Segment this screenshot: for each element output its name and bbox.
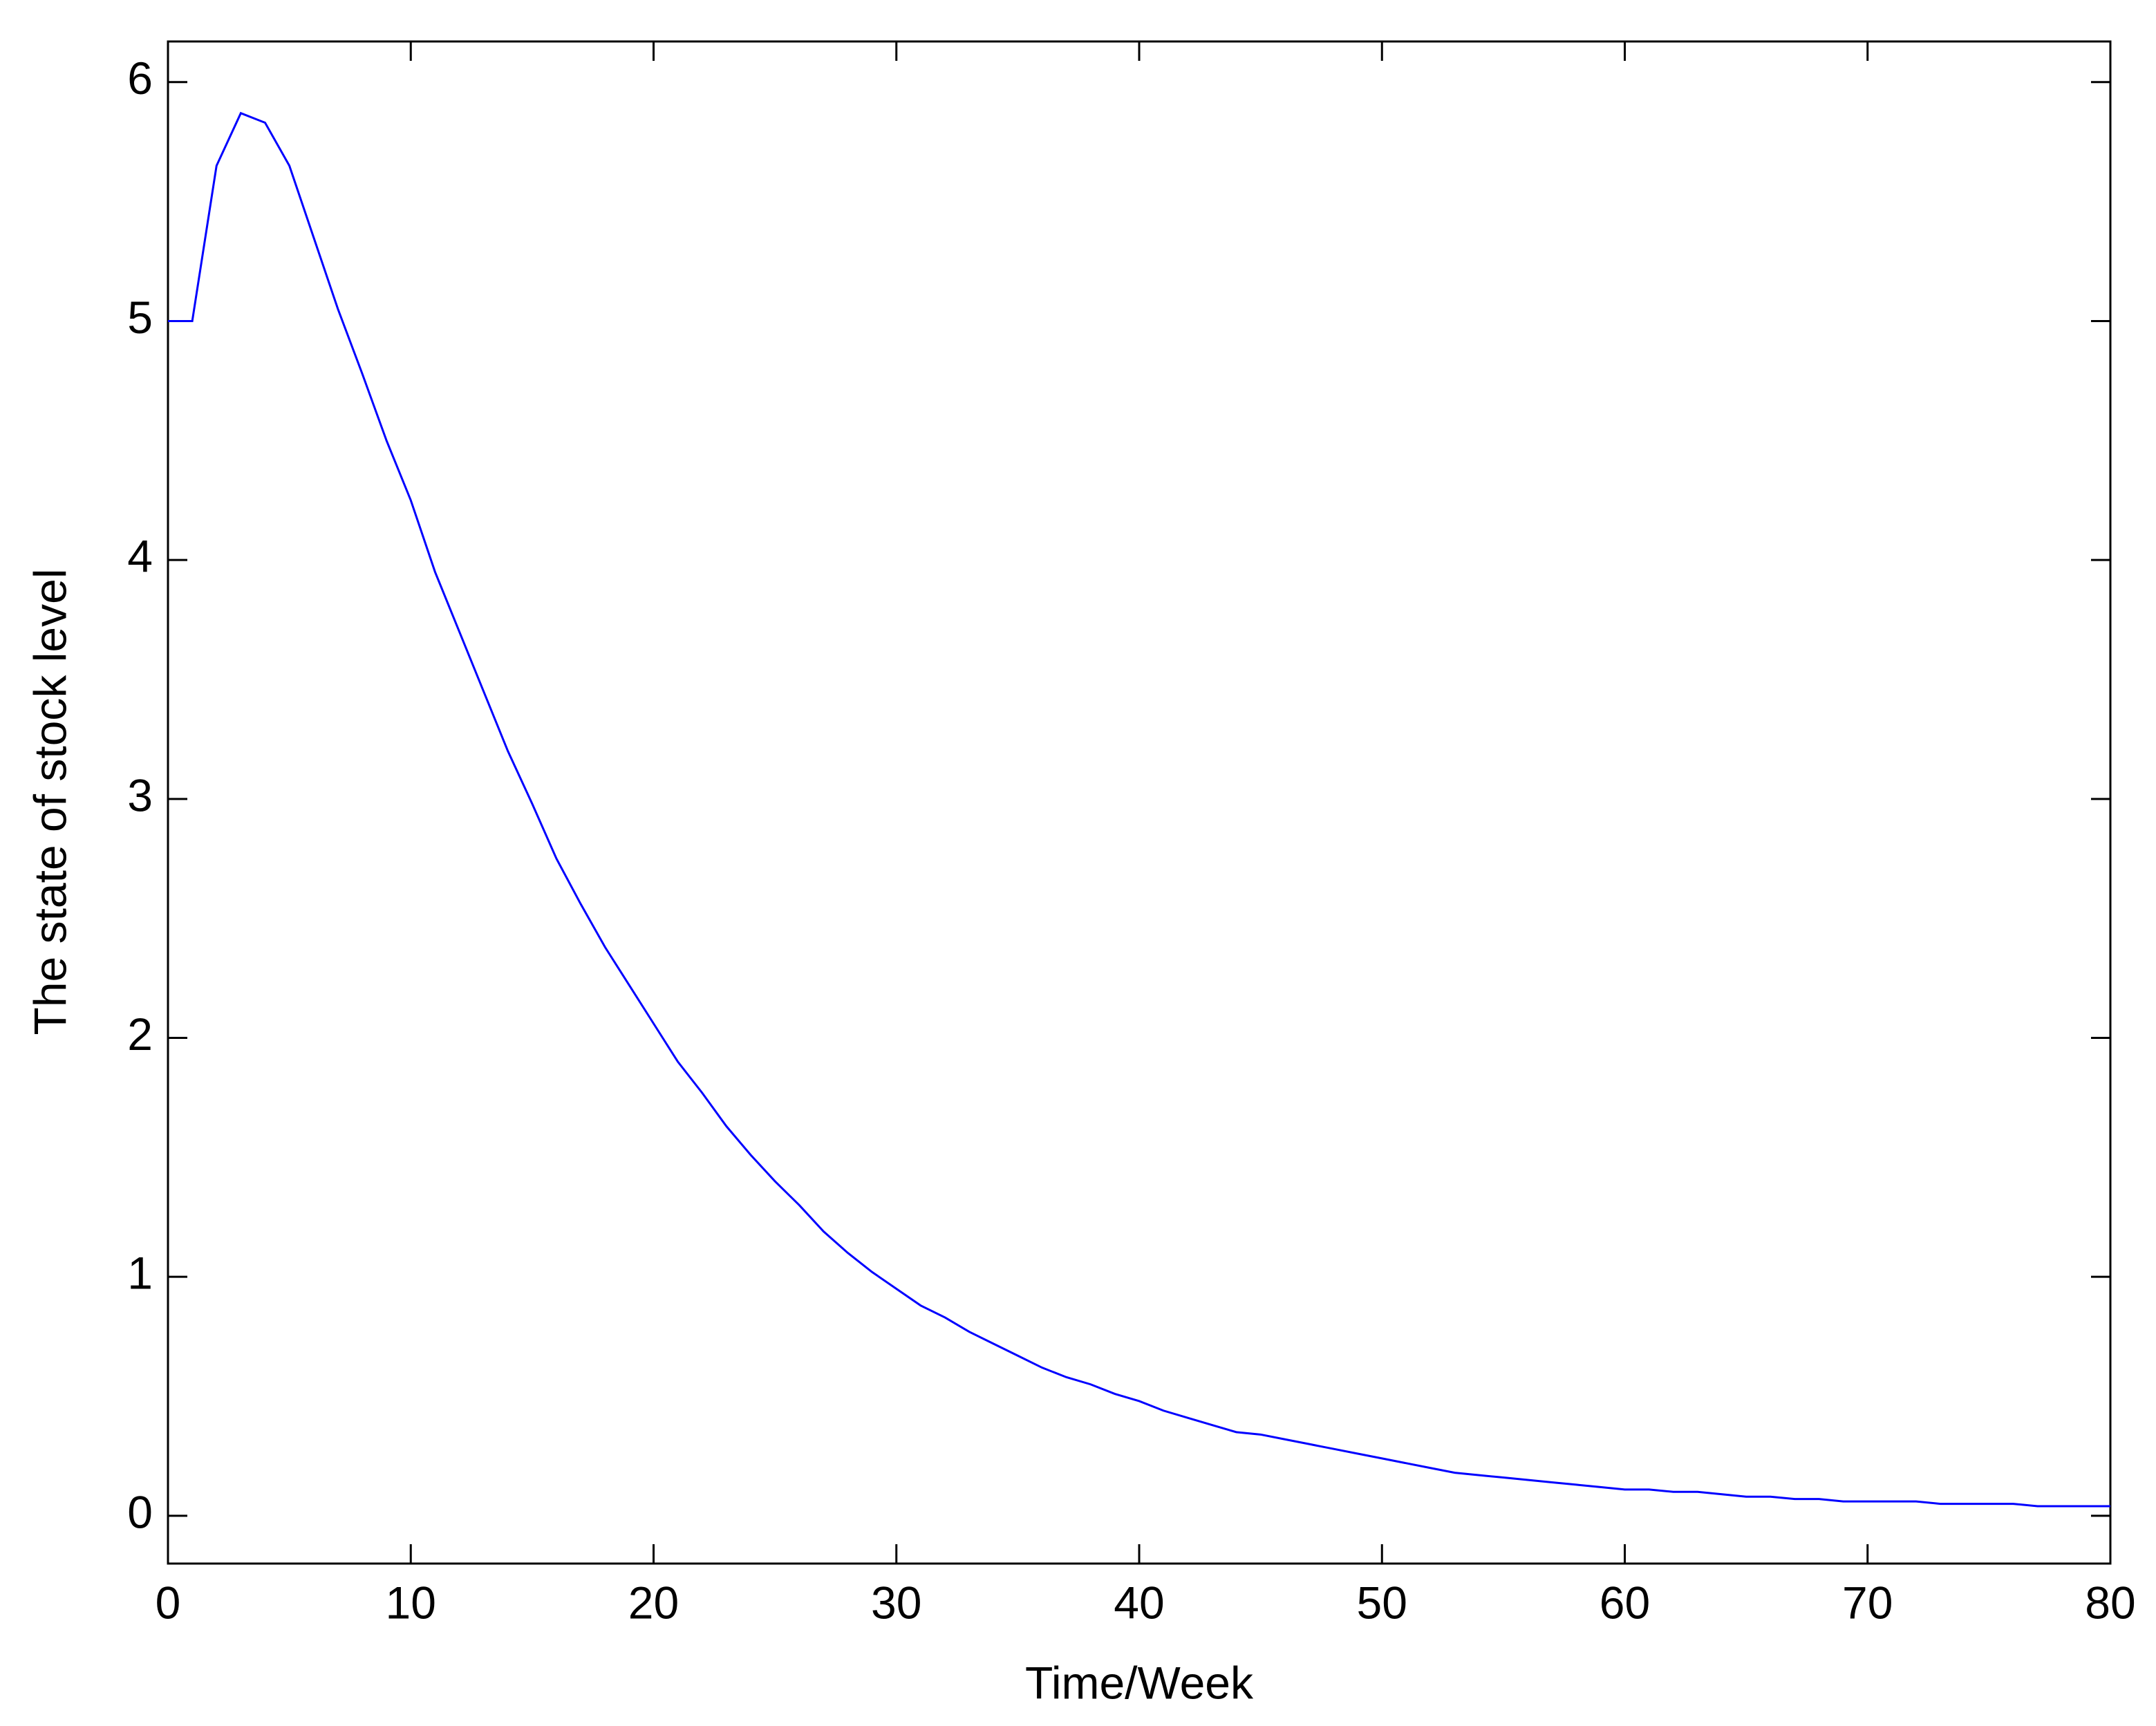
y-tick-label: 2 xyxy=(127,1009,153,1060)
x-tick-label: 40 xyxy=(1114,1577,1164,1628)
y-tick-label: 0 xyxy=(127,1486,153,1537)
x-tick-label: 0 xyxy=(156,1577,181,1628)
y-tick-label: 6 xyxy=(127,53,153,104)
x-tick-label: 50 xyxy=(1357,1577,1407,1628)
x-tick-label: 30 xyxy=(871,1577,921,1628)
x-tick-label: 10 xyxy=(386,1577,436,1628)
x-tick-label: 60 xyxy=(1600,1577,1650,1628)
y-tick-label: 3 xyxy=(127,769,153,820)
plot-frame xyxy=(167,40,2112,1565)
x-tick-label: 20 xyxy=(628,1577,679,1628)
y-tick-label: 5 xyxy=(127,292,153,343)
x-axis-label: Time/Week xyxy=(1025,1657,1254,1708)
y-tick-label: 4 xyxy=(127,531,153,582)
y-axis-label: The state of stock level xyxy=(24,569,75,1035)
y-tick-label: 1 xyxy=(127,1248,153,1299)
x-tick-label: 70 xyxy=(1842,1577,1893,1628)
x-tick-label: 80 xyxy=(2085,1577,2135,1628)
data-line xyxy=(168,111,2110,1508)
